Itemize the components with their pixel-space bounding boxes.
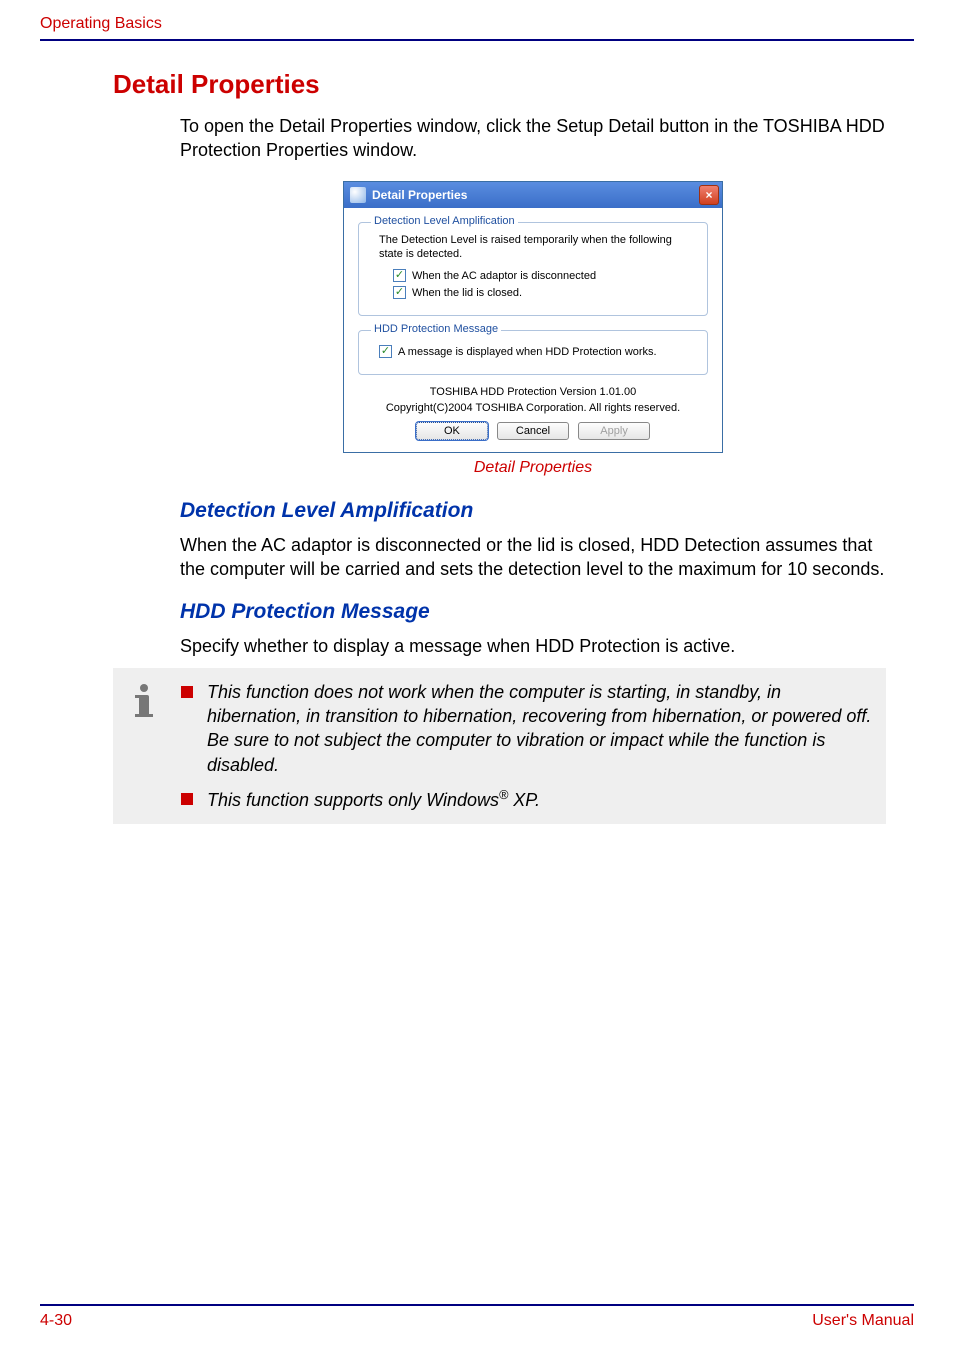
info-icon [127, 684, 161, 718]
header-rule [40, 39, 914, 41]
checkbox-label-msg: A message is displayed when HDD Protecti… [398, 346, 657, 358]
detail-properties-dialog: Detail Properties × Detection Level Ampl… [343, 181, 723, 453]
page-footer: 4-30 User's Manual [40, 1304, 914, 1330]
chapter-header: Operating Basics [40, 15, 914, 39]
dialog-title-icon [350, 187, 366, 203]
detection-body: When the AC adaptor is disconnected or t… [180, 533, 886, 582]
figure-caption: Detail Properties [180, 459, 886, 477]
groupbox-hdd-message: HDD Protection Message ✓ A message is di… [358, 330, 708, 375]
hdd-msg-body: Specify whether to display a message whe… [180, 634, 886, 658]
bullet-icon [181, 793, 193, 805]
intro-text: To open the Detail Properties window, cl… [180, 114, 886, 163]
checkbox-row-msg[interactable]: ✓ A message is displayed when HDD Protec… [379, 345, 695, 358]
subheading-hdd-msg: HDD Protection Message [180, 600, 886, 624]
note-item-1: This function does not work when the com… [181, 680, 872, 777]
checkbox-lid[interactable]: ✓ [393, 286, 406, 299]
checkbox-ac[interactable]: ✓ [393, 269, 406, 282]
ok-button[interactable]: OK [416, 422, 488, 440]
groupbox-detection-level: Detection Level Amplification The Detect… [358, 222, 708, 317]
manual-label: User's Manual [812, 1312, 914, 1330]
dialog-titlebar: Detail Properties × [344, 182, 722, 208]
cancel-button[interactable]: Cancel [497, 422, 569, 440]
checkbox-row-ac[interactable]: ✓ When the AC adaptor is disconnected [393, 269, 695, 282]
checkbox-label-ac: When the AC adaptor is disconnected [412, 270, 596, 282]
subheading-detection: Detection Level Amplification [180, 499, 886, 523]
apply-button[interactable]: Apply [578, 422, 650, 440]
note-item-2: This function supports only Windows® XP. [181, 787, 872, 812]
dialog-figure: Detail Properties × Detection Level Ampl… [180, 181, 886, 453]
version-line2: Copyright(C)2004 TOSHIBA Corporation. Al… [358, 401, 708, 416]
checkbox-label-lid: When the lid is closed. [412, 287, 522, 299]
note-text-1: This function does not work when the com… [207, 680, 872, 777]
note-text-2: This function supports only Windows® XP. [207, 787, 540, 812]
checkbox-row-lid[interactable]: ✓ When the lid is closed. [393, 286, 695, 299]
group-title-detection: Detection Level Amplification [371, 215, 518, 227]
version-line1: TOSHIBA HDD Protection Version 1.01.00 [358, 385, 708, 400]
checkbox-msg[interactable]: ✓ [379, 345, 392, 358]
group-title-hdd: HDD Protection Message [371, 323, 501, 335]
dialog-title: Detail Properties [372, 188, 467, 202]
close-icon[interactable]: × [699, 185, 719, 205]
section-title: Detail Properties [113, 69, 914, 100]
bullet-icon [181, 686, 193, 698]
note-box: This function does not work when the com… [113, 668, 886, 824]
group-desc: The Detection Level is raised temporaril… [379, 233, 695, 262]
footer-rule [40, 1304, 914, 1306]
page-number: 4-30 [40, 1312, 72, 1330]
